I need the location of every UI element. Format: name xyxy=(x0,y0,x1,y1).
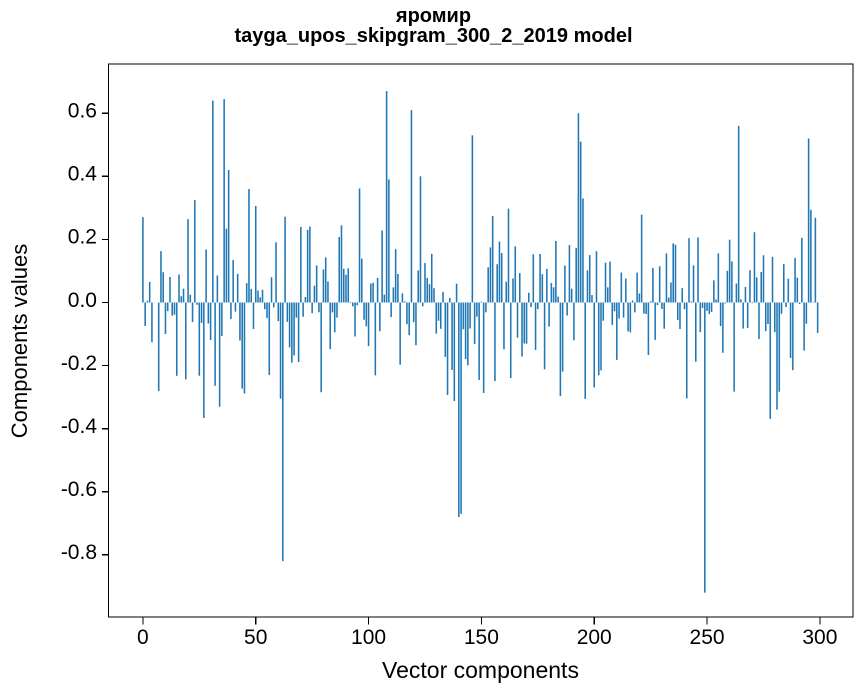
svg-text:0: 0 xyxy=(137,626,149,649)
svg-text:300: 300 xyxy=(802,626,837,649)
svg-text:150: 150 xyxy=(464,626,499,649)
svg-text:-0.6: -0.6 xyxy=(61,478,97,501)
svg-text:0.6: 0.6 xyxy=(68,100,97,123)
svg-text:-0.2: -0.2 xyxy=(61,352,97,375)
svg-text:100: 100 xyxy=(351,626,386,649)
svg-text:-0.4: -0.4 xyxy=(61,415,98,438)
svg-text:0.2: 0.2 xyxy=(68,226,97,249)
svg-text:-0.8: -0.8 xyxy=(61,541,97,564)
svg-text:250: 250 xyxy=(690,626,725,649)
svg-text:200: 200 xyxy=(577,626,612,649)
svg-text:0.4: 0.4 xyxy=(68,163,98,186)
svg-text:50: 50 xyxy=(244,626,267,649)
svg-text:0.0: 0.0 xyxy=(68,289,97,312)
